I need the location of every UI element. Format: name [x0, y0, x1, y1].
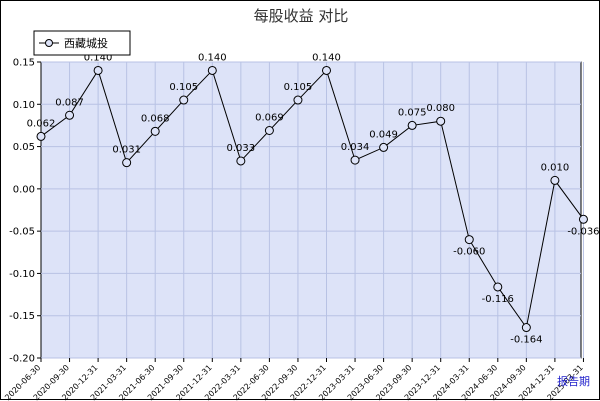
data-point — [322, 65, 331, 75]
data-label: 0.105 — [169, 82, 198, 93]
data-point — [236, 156, 246, 166]
data-point — [350, 155, 360, 165]
plot-area — [40, 61, 582, 359]
data-point — [65, 110, 75, 120]
data-point — [379, 142, 389, 152]
data-point — [264, 126, 274, 136]
legend: 西藏城投 — [33, 30, 131, 56]
data-label: 0.049 — [369, 129, 398, 140]
legend-marker — [45, 39, 53, 47]
data-point — [150, 126, 160, 136]
data-point — [407, 120, 417, 130]
data-label: 0.140 — [198, 52, 227, 63]
data-label: 0.075 — [398, 107, 427, 118]
data-label: 0.068 — [141, 113, 170, 124]
data-point — [578, 214, 588, 224]
chart-title: 每股收益 对比 — [254, 7, 349, 25]
y-tick-label: -0.20 — [9, 354, 35, 365]
data-label: 0.140 — [312, 52, 341, 63]
data-point — [293, 95, 303, 105]
data-label: 0.062 — [27, 118, 56, 129]
y-tick-label: -0.05 — [9, 227, 35, 238]
data-point — [179, 95, 189, 105]
data-point — [436, 116, 446, 126]
data-label: -0.060 — [453, 247, 485, 258]
grid-lines — [41, 61, 584, 359]
data-point — [521, 323, 531, 333]
data-label: 0.087 — [55, 97, 84, 108]
data-label: 0.105 — [284, 82, 313, 93]
period-label[interactable]: 报告期 — [557, 374, 590, 388]
data-label: 0.080 — [426, 103, 455, 114]
data-label: 0.031 — [112, 145, 141, 156]
legend-label: 西藏城投 — [64, 36, 108, 50]
data-point — [36, 131, 46, 141]
data-label: -0.164 — [510, 335, 542, 346]
data-label: 0.010 — [541, 162, 570, 173]
y-tick-label: -0.10 — [9, 269, 35, 280]
data-label: -0.036 — [567, 226, 599, 237]
data-label: 0.033 — [227, 143, 256, 154]
data-points — [36, 65, 588, 333]
data-point — [550, 175, 560, 185]
data-label: 0.069 — [255, 113, 284, 124]
y-tick-label: 0.10 — [13, 100, 35, 111]
series-line — [40, 69, 584, 329]
data-label: -0.116 — [482, 294, 514, 305]
y-tick-label: 0.15 — [13, 58, 35, 69]
y-tick-label: 0.00 — [13, 184, 35, 195]
x-axis: 2020-06-302020-09-302020-12-312021-03-31… — [3, 358, 585, 401]
data-point — [493, 282, 503, 292]
data-label: 0.140 — [84, 52, 113, 63]
y-tick-label: 0.05 — [13, 142, 35, 153]
data-labels: 0.062 0.087 0.140 0.031 0.068 0.105 0.140 0.033… — [27, 52, 600, 345]
data-point — [93, 65, 103, 75]
y-tick-label: -0.15 — [9, 311, 35, 322]
data-point — [207, 65, 217, 75]
data-point — [464, 235, 474, 245]
y-axis: 0.15 0.10 0.05 0.00 -0.05 -0.10 -0.15 -0.20 — [9, 58, 41, 365]
data-label: 0.034 — [341, 142, 370, 153]
data-point — [122, 158, 132, 168]
